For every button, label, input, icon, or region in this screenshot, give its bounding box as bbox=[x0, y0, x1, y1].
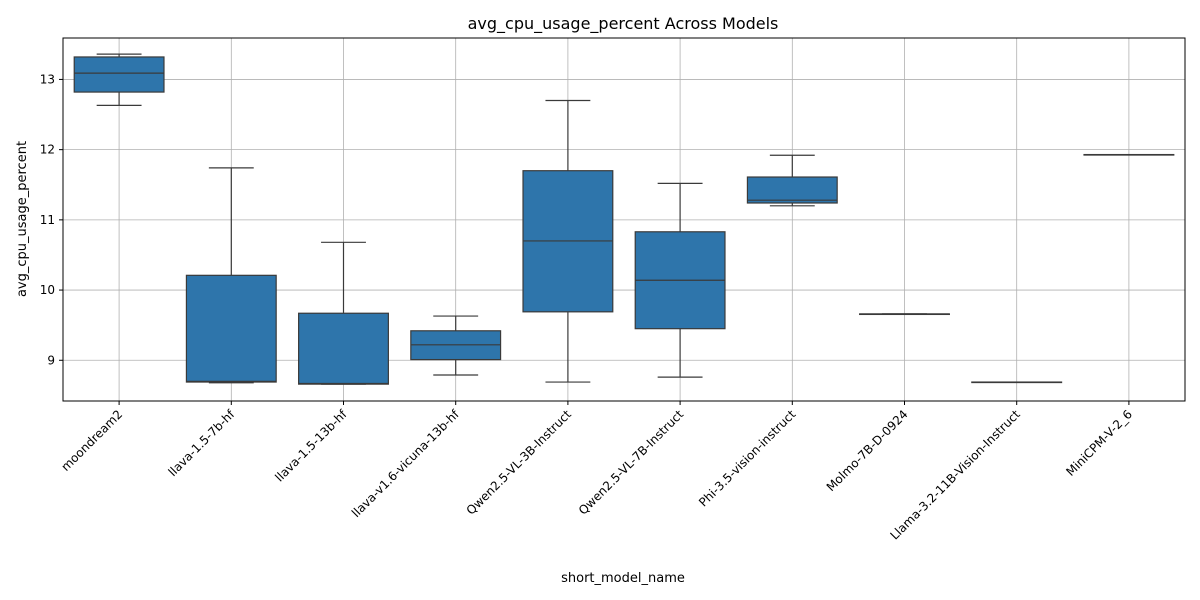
y-axis-label: avg_cpu_usage_percent bbox=[15, 141, 30, 297]
box-layer bbox=[73, 53, 1175, 385]
box-3 bbox=[298, 241, 389, 385]
y-tick-label: 12 bbox=[40, 143, 55, 157]
y-tick-label: 11 bbox=[40, 213, 55, 227]
box-9 bbox=[971, 381, 1063, 384]
iqr-box bbox=[73, 56, 165, 93]
y-tick-label: 13 bbox=[40, 72, 55, 86]
box-7 bbox=[746, 154, 838, 207]
y-tick-label: 10 bbox=[40, 283, 55, 297]
x-axis-label: short_model_name bbox=[561, 571, 685, 586]
y-tick-layer: 9 10 11 12 13 bbox=[40, 72, 63, 367]
box-6 bbox=[634, 182, 726, 378]
y-tick-label: 9 bbox=[47, 353, 55, 367]
box-4 bbox=[410, 315, 502, 376]
box-8 bbox=[859, 313, 950, 316]
iqr-box bbox=[298, 312, 389, 385]
box-1 bbox=[73, 53, 165, 107]
iqr-box bbox=[185, 274, 277, 383]
box-2 bbox=[185, 167, 277, 384]
iqr-box bbox=[746, 176, 838, 204]
chart-title: avg_cpu_usage_percent Across Models bbox=[468, 14, 779, 34]
box-5 bbox=[522, 99, 614, 383]
box-10 bbox=[1083, 153, 1175, 156]
